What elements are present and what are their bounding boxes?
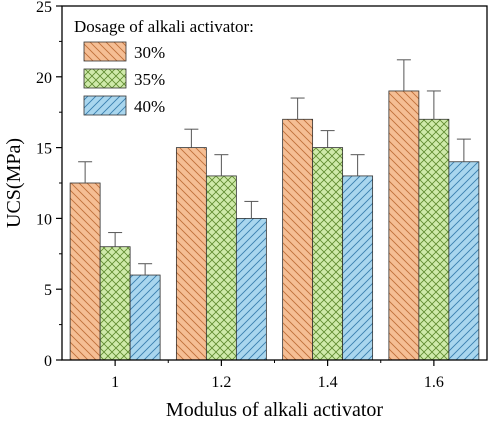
y-axis-title: UCS(MPa) xyxy=(3,138,25,228)
y-tick-label: 10 xyxy=(36,211,52,228)
legend-swatch xyxy=(83,95,127,116)
bar-40pct-1_2 xyxy=(235,217,267,361)
bar-30pct-1 xyxy=(69,182,101,361)
x-tick-label: 1.6 xyxy=(424,374,444,391)
x-axis-title: Modulus of alkali activator xyxy=(166,399,384,421)
y-tick-label: 15 xyxy=(36,141,52,158)
bar-30pct-1_6 xyxy=(388,90,420,361)
legend-title: Dosage of alkali activator: xyxy=(74,17,254,36)
legend-label: 40% xyxy=(134,97,165,116)
x-tick-label: 1.4 xyxy=(318,374,338,391)
y-tick-label: 25 xyxy=(36,0,52,16)
legend-label: 35% xyxy=(134,70,165,89)
bar-35pct-1_2 xyxy=(205,175,237,361)
bar-40pct-1_6 xyxy=(448,161,480,361)
x-tick-label: 1.2 xyxy=(211,374,231,391)
bar-30pct-1_2 xyxy=(175,147,207,361)
legend-swatch xyxy=(83,68,127,89)
legend-label: 30% xyxy=(134,43,165,62)
bar-35pct-1_4 xyxy=(312,147,344,361)
bar-40pct-1_4 xyxy=(342,175,374,361)
y-tick-label: 0 xyxy=(44,353,52,370)
bar-35pct-1 xyxy=(99,246,131,361)
bars xyxy=(69,59,480,361)
legend-swatch xyxy=(83,41,127,62)
y-tick-label: 20 xyxy=(36,70,52,87)
bar-35pct-1_6 xyxy=(418,118,450,361)
legend: Dosage of alkali activator: 30% 35% 40% xyxy=(74,17,254,116)
x-tick-label: 1 xyxy=(111,374,119,391)
y-tick-label: 5 xyxy=(44,282,52,299)
bar-40pct-1 xyxy=(129,274,161,361)
axes: 0 5 10 15 20 25 1 1.2 1.4 1.6 xyxy=(36,0,488,391)
bar-30pct-1_4 xyxy=(282,118,314,361)
